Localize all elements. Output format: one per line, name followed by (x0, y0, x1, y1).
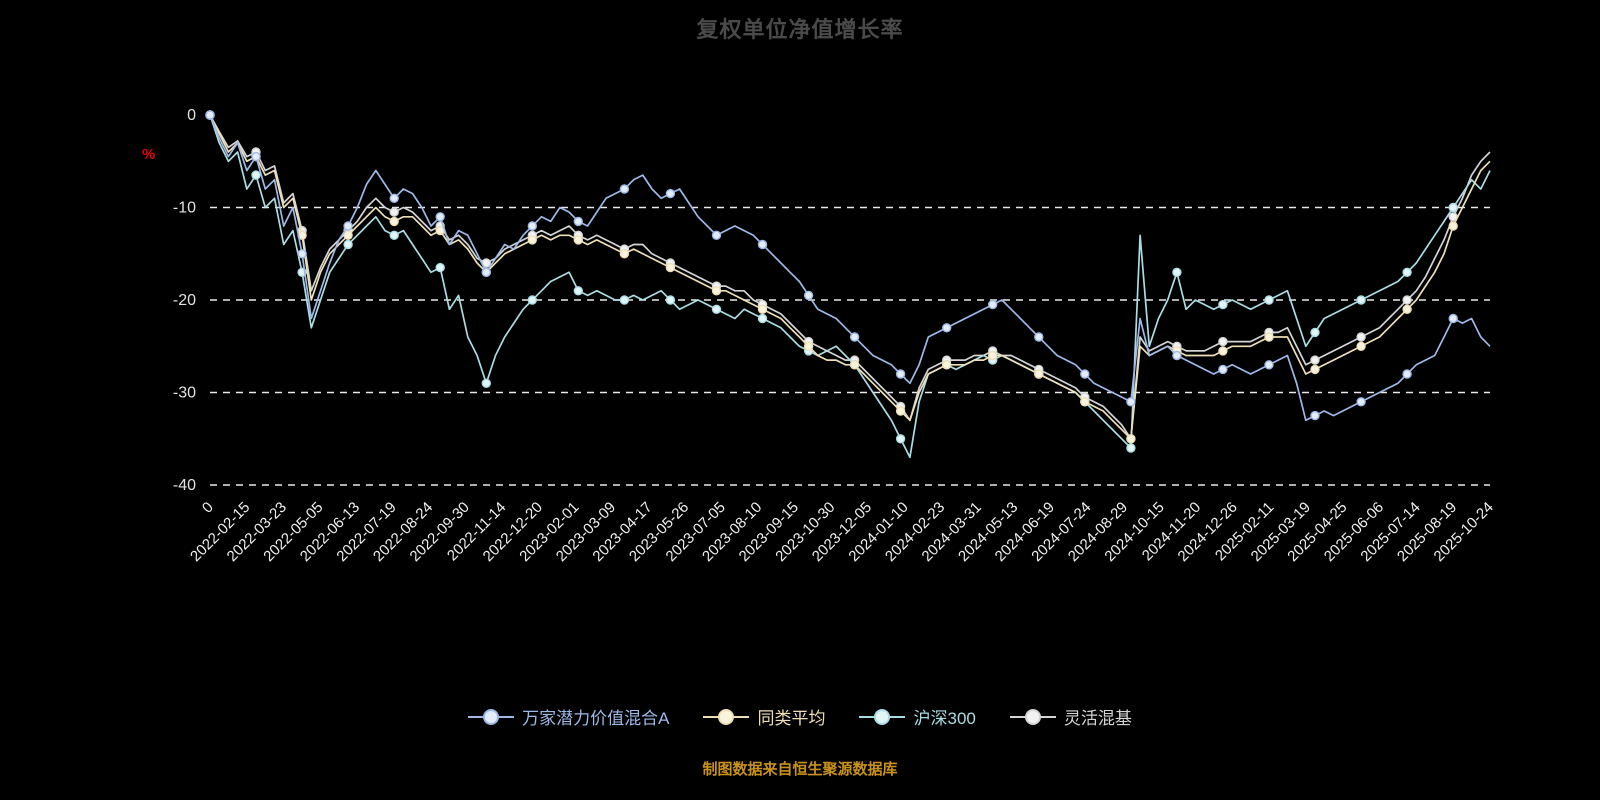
data-source-note: 制图数据来自恒生聚源数据库 (702, 761, 898, 778)
legend-item-category-average[interactable]: 同类平均 (703, 704, 825, 729)
chart-legend: 万家潜力价值混合A 同类平均 沪深300 灵活混基 (0, 704, 1600, 729)
legend-item-flexible-funds[interactable]: 灵活混基 (1009, 704, 1132, 729)
svg-text:-30: -30 (173, 385, 196, 402)
legend-label-flexible-funds: 灵活混基 (1063, 709, 1132, 728)
svg-text:-40: -40 (173, 477, 196, 494)
y-axis-unit-label: % (142, 146, 156, 163)
legend-marker-fund (468, 708, 515, 725)
legend-marker-csi300 (859, 708, 906, 725)
svg-text:0: 0 (187, 107, 196, 124)
svg-text:-20: -20 (173, 292, 196, 309)
svg-text:0: 0 (199, 499, 217, 517)
legend-label-csi300: 沪深300 (913, 709, 976, 728)
legend-label-fund: 万家潜力价值混合A (522, 709, 670, 728)
legend-item-fund[interactable]: 万家潜力价值混合A (468, 704, 669, 729)
legend-marker-flexible-funds (1009, 708, 1056, 725)
chart-title: 复权单位净值增长率 (696, 17, 904, 42)
legend-item-csi300[interactable]: 沪深300 (859, 704, 976, 729)
legend-marker-category-average (703, 708, 750, 725)
svg-text:-10: -10 (173, 200, 196, 217)
legend-label-category-average: 同类平均 (757, 709, 826, 728)
